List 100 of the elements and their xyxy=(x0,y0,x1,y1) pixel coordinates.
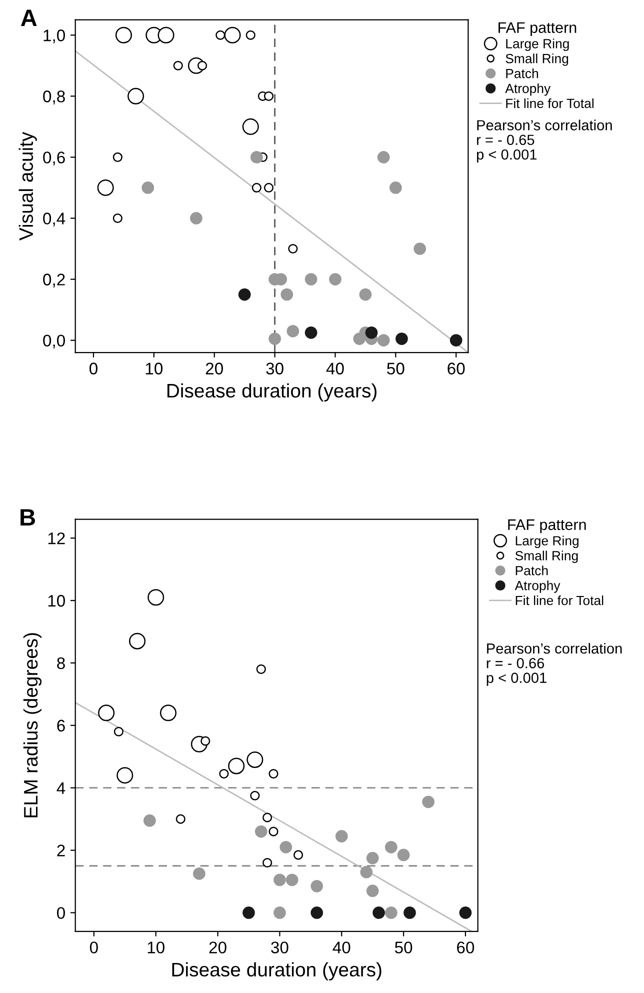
point xyxy=(142,182,154,194)
legend-label: Fit line for Total xyxy=(516,595,604,606)
point xyxy=(288,244,298,254)
x-tick-label: 0 xyxy=(90,942,98,954)
x-tick-label: 40 xyxy=(326,362,344,374)
y-tick-label: 4 xyxy=(56,782,66,794)
legend-label: Atrophy xyxy=(514,580,560,593)
legend-title: FAF pattern xyxy=(508,519,586,534)
point xyxy=(246,751,264,768)
point xyxy=(224,26,241,44)
point xyxy=(304,273,318,286)
point xyxy=(366,852,379,864)
point xyxy=(129,632,146,650)
y-tick-label: 2 xyxy=(57,844,65,856)
point xyxy=(128,88,144,104)
x-tick-label: 50 xyxy=(387,362,404,374)
point xyxy=(335,830,348,842)
y-tick-label: 0,8 xyxy=(43,90,65,104)
x-tick-label: 60 xyxy=(457,942,474,954)
point xyxy=(404,906,416,919)
y-tick-label: 0 xyxy=(57,907,65,919)
point xyxy=(246,30,256,40)
point xyxy=(97,179,114,196)
y-tick-label: 1,0 xyxy=(44,30,65,44)
legend-label: Fit line for Total xyxy=(506,98,594,108)
point xyxy=(200,736,210,746)
point xyxy=(280,840,292,854)
y-tick-label: 10 xyxy=(48,594,65,607)
y-tick-label: 8 xyxy=(57,657,65,670)
point xyxy=(112,152,122,162)
point xyxy=(115,26,132,44)
x-tick-label: 30 xyxy=(271,942,288,954)
point xyxy=(359,288,372,301)
y-tick-label: 6 xyxy=(57,720,65,732)
point xyxy=(397,848,410,862)
x-tick-label: 30 xyxy=(266,362,284,374)
point xyxy=(197,60,208,70)
point xyxy=(286,874,298,886)
point xyxy=(450,334,462,346)
point xyxy=(310,906,324,919)
y-axis-title: Visual acuity xyxy=(18,132,37,241)
y-tick-label: 12 xyxy=(48,532,65,544)
point xyxy=(98,704,115,722)
point xyxy=(264,182,274,193)
point xyxy=(252,182,262,193)
y-axis-title: ELM radius (degrees) xyxy=(23,633,42,818)
point xyxy=(190,212,202,224)
point xyxy=(360,866,373,878)
x-tick-label: 50 xyxy=(394,942,412,954)
point xyxy=(160,704,176,722)
point xyxy=(114,726,124,736)
point xyxy=(238,288,251,301)
point xyxy=(193,867,206,880)
point xyxy=(173,60,183,70)
y-tick-label: 0,4 xyxy=(43,212,66,226)
point xyxy=(262,858,272,868)
point xyxy=(377,151,390,164)
point xyxy=(250,151,263,164)
point xyxy=(384,906,398,919)
point xyxy=(274,906,286,919)
point xyxy=(268,332,281,345)
legend-label: Small Ring xyxy=(515,550,578,563)
point xyxy=(148,589,164,606)
point xyxy=(293,850,304,860)
point xyxy=(274,874,286,886)
x-axis-title: Disease duration (years) xyxy=(172,962,382,980)
chart-title: B xyxy=(20,509,35,526)
point xyxy=(262,812,272,822)
point xyxy=(256,664,266,674)
x-tick-label: 20 xyxy=(209,942,226,954)
point xyxy=(286,324,300,338)
point xyxy=(219,768,229,779)
point xyxy=(242,118,259,135)
legend-label: Patch xyxy=(516,566,548,576)
point xyxy=(459,906,472,919)
legend-label: Patch xyxy=(506,68,538,78)
point xyxy=(143,814,156,827)
point xyxy=(112,213,122,224)
legend-label: Small Ring xyxy=(506,54,568,66)
x-tick-label: 40 xyxy=(332,942,350,954)
point xyxy=(422,796,434,808)
point xyxy=(366,884,379,898)
legend-label: Atrophy xyxy=(505,83,551,96)
x-tick-label: 60 xyxy=(448,362,465,374)
y-tick-label: 0,2 xyxy=(43,274,65,288)
point xyxy=(254,825,268,838)
x-tick-label: 10 xyxy=(146,362,163,374)
point xyxy=(264,91,274,101)
point xyxy=(310,880,324,892)
point xyxy=(372,906,385,919)
point xyxy=(389,182,402,194)
point xyxy=(414,242,426,255)
point xyxy=(329,273,342,286)
point xyxy=(216,30,226,40)
x-tick-label: 20 xyxy=(206,362,223,374)
point xyxy=(228,758,245,774)
point xyxy=(176,814,186,824)
legend-label: Large Ring xyxy=(516,536,578,548)
text: Pearson’s correlation r = - 0.66 p < 0.001 xyxy=(486,642,622,686)
y-tick-label: 0,6 xyxy=(43,152,65,166)
